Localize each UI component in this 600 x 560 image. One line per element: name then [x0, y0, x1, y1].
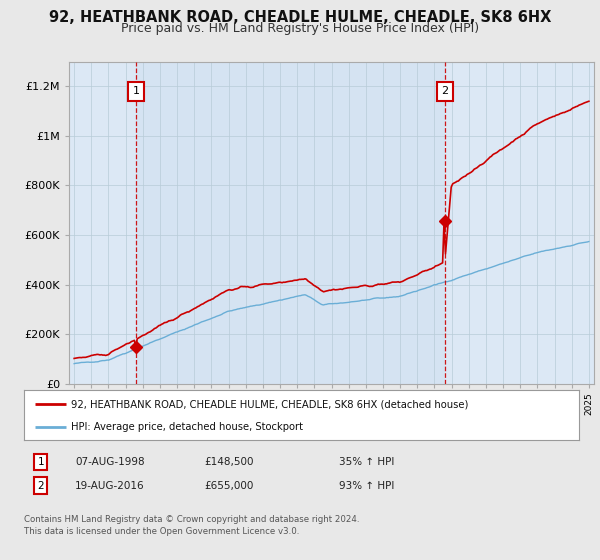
Text: 07-AUG-1998: 07-AUG-1998 [75, 457, 145, 467]
Text: 2: 2 [441, 86, 448, 96]
Text: 35% ↑ HPI: 35% ↑ HPI [339, 457, 394, 467]
Text: 19-AUG-2016: 19-AUG-2016 [75, 480, 145, 491]
Text: £655,000: £655,000 [204, 480, 253, 491]
Text: This data is licensed under the Open Government Licence v3.0.: This data is licensed under the Open Gov… [24, 528, 299, 536]
Text: 92, HEATHBANK ROAD, CHEADLE HULME, CHEADLE, SK8 6HX: 92, HEATHBANK ROAD, CHEADLE HULME, CHEAD… [49, 10, 551, 25]
Text: Contains HM Land Registry data © Crown copyright and database right 2024.: Contains HM Land Registry data © Crown c… [24, 515, 359, 524]
Text: 1: 1 [133, 86, 139, 96]
Text: 2: 2 [37, 480, 44, 491]
Text: HPI: Average price, detached house, Stockport: HPI: Average price, detached house, Stoc… [71, 422, 303, 432]
Text: Price paid vs. HM Land Registry's House Price Index (HPI): Price paid vs. HM Land Registry's House … [121, 22, 479, 35]
Bar [136, 62, 445, 384]
Text: 92, HEATHBANK ROAD, CHEADLE HULME, CHEADLE, SK8 6HX (detached house): 92, HEATHBANK ROAD, CHEADLE HULME, CHEAD… [71, 399, 469, 409]
Text: 93% ↑ HPI: 93% ↑ HPI [339, 480, 394, 491]
Text: 1: 1 [37, 457, 44, 467]
Text: £148,500: £148,500 [204, 457, 254, 467]
